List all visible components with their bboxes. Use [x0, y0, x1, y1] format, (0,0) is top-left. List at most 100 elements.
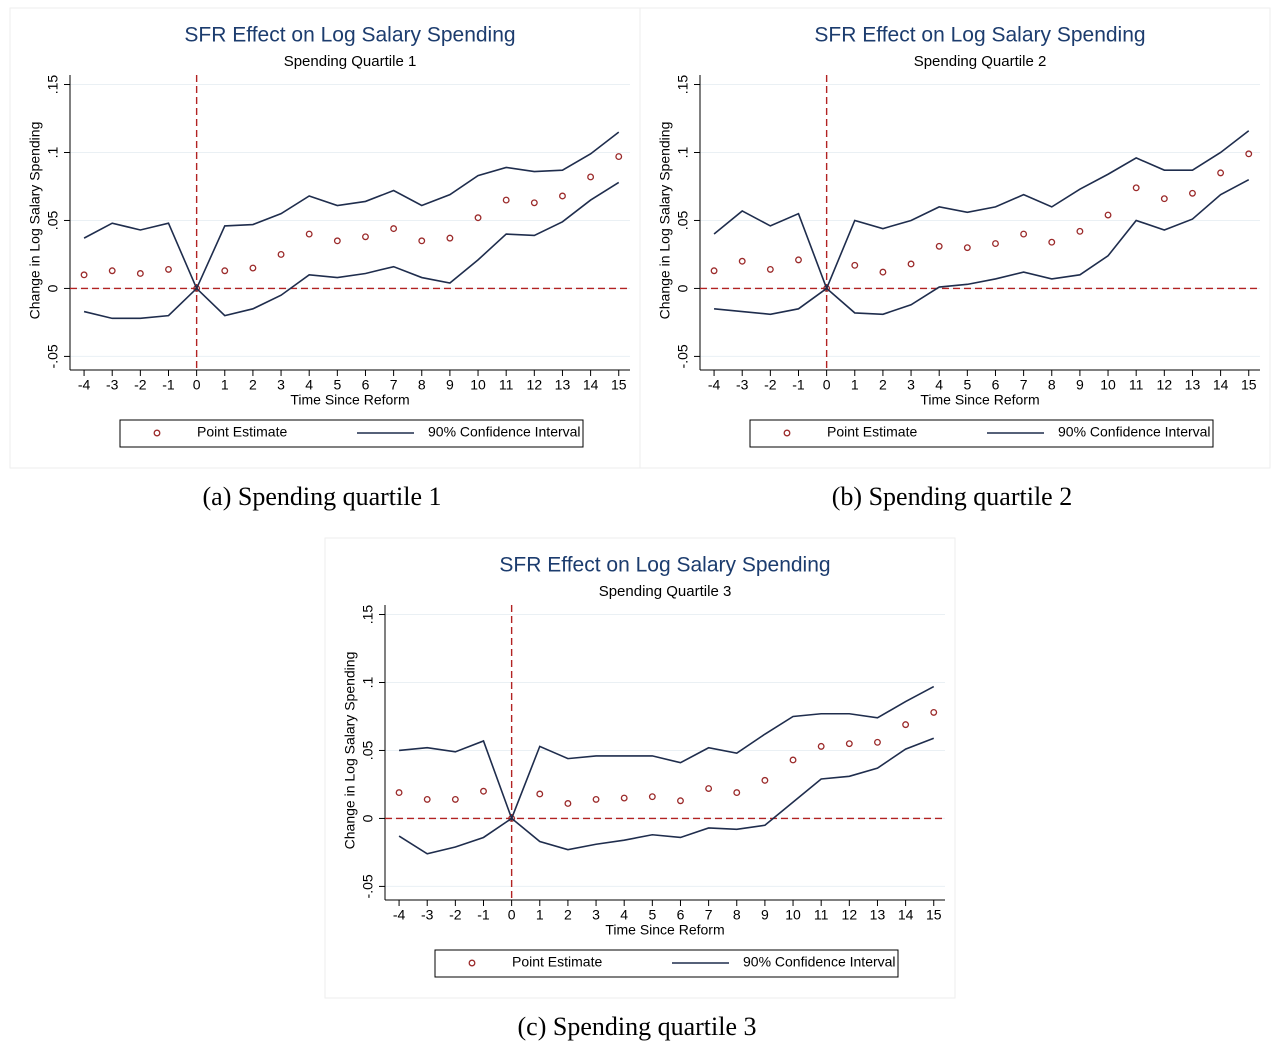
ci-line: [713, 130, 1250, 291]
point-estimate: [418, 237, 426, 245]
x-tick-label: 13: [1185, 377, 1201, 393]
x-tick-label: 13: [870, 907, 886, 923]
x-tick-label: 2: [564, 907, 572, 923]
point-estimate: [80, 271, 88, 279]
x-tick-label: 2: [249, 377, 257, 393]
y-axis-title: Change in Log Salary Spending: [657, 122, 673, 320]
y-tick-label: .1: [360, 676, 376, 688]
point-estimate: [474, 214, 482, 222]
point-estimate: [530, 199, 538, 207]
x-tick-label: 8: [418, 377, 426, 393]
x-tick-label: -1: [162, 377, 175, 393]
x-tick-label: 7: [705, 907, 713, 923]
x-tick-label: 3: [277, 377, 285, 393]
x-tick-label: 11: [1129, 377, 1144, 393]
legend-label: Point Estimate: [512, 954, 602, 970]
x-axis-title: Time Since Reform: [290, 392, 409, 408]
point-estimate: [592, 795, 600, 803]
x-tick-label: 12: [842, 907, 858, 923]
legend-marker: [468, 959, 476, 967]
point-estimate: [1104, 211, 1112, 219]
x-tick-label: 0: [823, 377, 831, 393]
y-tick-label: .05: [45, 211, 61, 231]
panel-border: [324, 537, 956, 999]
x-tick-label: 1: [536, 907, 544, 923]
x-tick-label: 14: [1213, 377, 1229, 393]
legend-label: Point Estimate: [827, 424, 917, 440]
x-tick-label: 15: [926, 907, 942, 923]
point-estimate: [845, 740, 853, 748]
chart-panel: SFR Effect on Log Salary Spending Spendin…: [9, 7, 641, 469]
point-estimate: [615, 153, 623, 161]
point-estimate: [508, 814, 516, 822]
point-estimate: [766, 265, 774, 273]
y-tick-label: .1: [675, 146, 691, 158]
x-tick-label: 1: [221, 377, 229, 393]
x-tick-label: 7: [1020, 377, 1028, 393]
y-tick-label: -.05: [45, 344, 61, 368]
x-tick-label: 5: [333, 377, 341, 393]
y-tick-label: .05: [675, 211, 691, 231]
x-tick-label: 9: [1076, 377, 1084, 393]
point-estimate: [907, 260, 915, 268]
point-estimate: [136, 270, 144, 277]
legend-box: [434, 949, 899, 978]
point-estimate: [333, 237, 341, 245]
point-estimate: [559, 192, 566, 200]
point-estimate: [165, 265, 172, 273]
point-estimate: [795, 256, 802, 264]
x-tick-label: 15: [611, 377, 627, 393]
point-estimate: [502, 196, 510, 204]
ci-line: [398, 685, 935, 821]
y-axis-title: Change in Log Salary Spending: [27, 122, 43, 320]
point-estimate: [446, 234, 454, 242]
legend-marker: [153, 429, 161, 437]
x-tick-label: 8: [733, 907, 741, 923]
x-tick-label: 12: [527, 377, 543, 393]
x-tick-label: 10: [785, 907, 801, 923]
point-estimate: [305, 230, 313, 238]
x-tick-label: 11: [814, 907, 829, 923]
y-tick-label: .15: [45, 75, 61, 95]
x-tick-label: 5: [648, 907, 656, 923]
x-tick-label: -3: [106, 377, 119, 393]
legend-label: 90% Confidence Interval: [1058, 424, 1211, 440]
x-tick-label: -2: [449, 907, 462, 923]
point-estimate: [789, 756, 797, 764]
x-tick-label: 12: [1157, 377, 1173, 393]
x-tick-label: 7: [390, 377, 398, 393]
point-estimate: [902, 721, 910, 729]
point-estimate: [874, 738, 881, 746]
panel-border: [639, 7, 1271, 469]
x-tick-label: -4: [78, 377, 91, 393]
x-tick-label: -1: [792, 377, 805, 393]
x-tick-label: 4: [620, 907, 628, 923]
y-tick-label: .1: [45, 146, 61, 158]
legend-box: [749, 419, 1214, 448]
y-tick-label: .15: [360, 605, 376, 625]
point-estimate: [362, 233, 369, 241]
x-tick-label: 14: [583, 377, 599, 393]
x-tick-label: 2: [879, 377, 887, 393]
point-estimate: [1160, 195, 1168, 203]
ci-line: [713, 178, 1250, 316]
y-tick-label: -.05: [675, 344, 691, 368]
point-estimate: [963, 244, 971, 252]
x-tick-label: 6: [677, 907, 685, 923]
x-tick-label: 9: [761, 907, 769, 923]
x-tick-label: 4: [935, 377, 943, 393]
chart-subtitle: Spending Quartile 1: [284, 53, 417, 70]
point-estimate: [1132, 184, 1140, 192]
point-estimate: [738, 257, 746, 265]
chart-subtitle: Spending Quartile 2: [914, 53, 1047, 70]
figure-caption: (b) Spending quartile 2: [832, 482, 1072, 511]
x-tick-label: 5: [963, 377, 971, 393]
chart-title: SFR Effect on Log Salary Spending: [499, 554, 830, 577]
y-tick-label: 0: [360, 814, 376, 822]
point-estimate: [1189, 189, 1196, 197]
point-estimate: [480, 787, 487, 795]
point-estimate: [193, 284, 201, 292]
x-tick-label: 15: [1241, 377, 1257, 393]
point-estimate: [108, 267, 116, 275]
